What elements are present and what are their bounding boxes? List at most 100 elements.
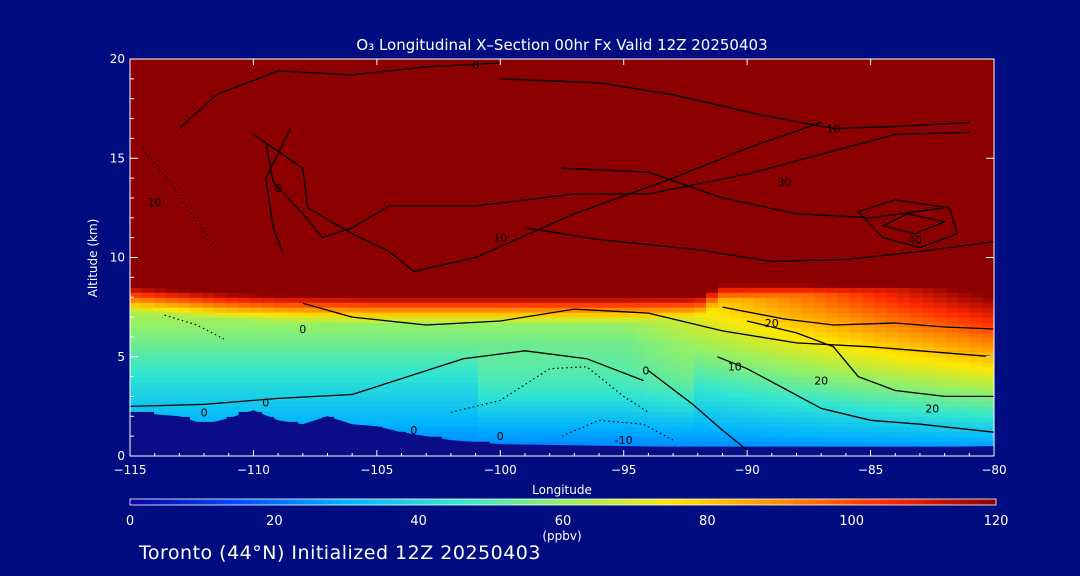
heatmap-cell bbox=[802, 173, 815, 179]
heatmap-cell bbox=[214, 202, 227, 209]
heatmap-cell bbox=[442, 307, 455, 313]
heatmap-cell bbox=[202, 128, 215, 135]
heatmap-cell bbox=[634, 128, 647, 135]
heatmap-cell bbox=[706, 192, 719, 199]
heatmap-cell bbox=[838, 401, 851, 407]
heatmap-cell bbox=[454, 88, 467, 95]
heatmap-cell bbox=[598, 212, 611, 219]
heatmap-cell bbox=[490, 59, 503, 65]
heatmap-cell bbox=[646, 247, 659, 254]
heatmap-cell bbox=[430, 366, 443, 373]
heatmap-cell bbox=[646, 98, 659, 105]
heatmap-cell bbox=[574, 416, 587, 422]
heatmap-cell bbox=[274, 108, 287, 115]
heatmap-cell bbox=[886, 83, 899, 90]
heatmap-cell bbox=[442, 153, 455, 159]
heatmap-cell bbox=[730, 103, 743, 110]
heatmap-cell bbox=[274, 73, 287, 80]
heatmap-cell bbox=[862, 257, 875, 264]
heatmap-cell bbox=[802, 277, 815, 283]
heatmap-cell bbox=[562, 391, 575, 398]
heatmap-cell bbox=[514, 123, 527, 130]
heatmap-cell bbox=[826, 227, 839, 234]
heatmap-cell bbox=[262, 59, 275, 65]
heatmap-cell bbox=[418, 272, 431, 278]
heatmap-cell bbox=[346, 346, 359, 353]
heatmap-cell bbox=[862, 232, 875, 239]
heatmap-cell bbox=[610, 381, 623, 388]
heatmap-cell bbox=[742, 73, 755, 80]
heatmap-cell bbox=[682, 336, 695, 343]
heatmap-cell bbox=[466, 331, 479, 338]
heatmap-cell bbox=[754, 73, 767, 80]
heatmap-cell bbox=[550, 207, 563, 214]
heatmap-cell bbox=[502, 247, 515, 254]
heatmap-cell bbox=[310, 282, 323, 288]
heatmap-cell bbox=[802, 431, 815, 437]
heatmap-cell bbox=[826, 396, 839, 403]
heatmap-cell bbox=[886, 73, 899, 80]
heatmap-cell bbox=[862, 307, 875, 313]
heatmap-cell bbox=[742, 426, 755, 432]
heatmap-cell bbox=[382, 277, 395, 283]
heatmap-cell bbox=[766, 103, 779, 110]
heatmap-cell bbox=[526, 401, 539, 407]
heatmap-cell bbox=[694, 317, 707, 323]
heatmap-cell bbox=[610, 128, 623, 135]
heatmap-cell bbox=[418, 381, 431, 388]
heatmap-cell bbox=[634, 381, 647, 388]
heatmap-cell bbox=[394, 232, 407, 239]
heatmap-cell bbox=[370, 262, 383, 269]
heatmap-cell bbox=[250, 158, 263, 164]
heatmap-cell bbox=[718, 68, 731, 75]
heatmap-cell bbox=[898, 292, 911, 298]
heatmap-cell bbox=[442, 317, 455, 323]
heatmap-cell bbox=[478, 376, 491, 383]
heatmap-cell bbox=[394, 346, 407, 353]
heatmap-cell bbox=[478, 148, 491, 154]
heatmap-cell bbox=[886, 128, 899, 135]
heatmap-cell bbox=[562, 287, 575, 293]
heatmap-cell bbox=[334, 68, 347, 75]
heatmap-cell bbox=[454, 396, 467, 403]
heatmap-cell bbox=[514, 178, 527, 184]
heatmap-cell bbox=[514, 287, 527, 293]
heatmap-cell bbox=[622, 222, 635, 229]
heatmap-cell bbox=[658, 252, 671, 259]
heatmap-cell bbox=[610, 178, 623, 184]
heatmap-cell bbox=[526, 391, 539, 398]
heatmap-cell bbox=[814, 277, 827, 283]
heatmap-cell bbox=[442, 183, 455, 189]
heatmap-cell bbox=[514, 391, 527, 398]
heatmap-cell bbox=[298, 336, 311, 343]
heatmap-cell bbox=[130, 98, 143, 105]
heatmap-cell bbox=[382, 123, 395, 130]
heatmap-cell bbox=[394, 123, 407, 130]
heatmap-cell bbox=[670, 421, 683, 427]
heatmap-cell bbox=[178, 336, 191, 343]
heatmap-cell bbox=[238, 188, 251, 194]
heatmap-cell bbox=[838, 307, 851, 313]
heatmap-cell bbox=[370, 73, 383, 80]
heatmap-cell bbox=[286, 59, 299, 65]
heatmap-cell bbox=[874, 237, 887, 244]
heatmap-cell bbox=[826, 103, 839, 110]
heatmap-cell bbox=[850, 287, 863, 293]
heatmap-cell bbox=[262, 143, 275, 149]
heatmap-cell bbox=[262, 197, 275, 204]
heatmap-cell bbox=[850, 312, 863, 318]
heatmap-cell bbox=[562, 252, 575, 259]
heatmap-cell bbox=[466, 93, 479, 100]
heatmap-cell bbox=[598, 103, 611, 110]
heatmap-cell bbox=[370, 356, 383, 363]
heatmap-cell bbox=[538, 78, 551, 85]
heatmap-cell bbox=[394, 252, 407, 259]
heatmap-cell bbox=[814, 411, 827, 417]
heatmap-cell bbox=[694, 282, 707, 288]
heatmap-cell bbox=[370, 183, 383, 189]
heatmap-cell bbox=[778, 188, 791, 194]
heatmap-cell bbox=[430, 153, 443, 159]
heatmap-cell bbox=[670, 108, 683, 115]
heatmap-cell bbox=[250, 68, 263, 75]
heatmap-cell bbox=[238, 242, 251, 249]
